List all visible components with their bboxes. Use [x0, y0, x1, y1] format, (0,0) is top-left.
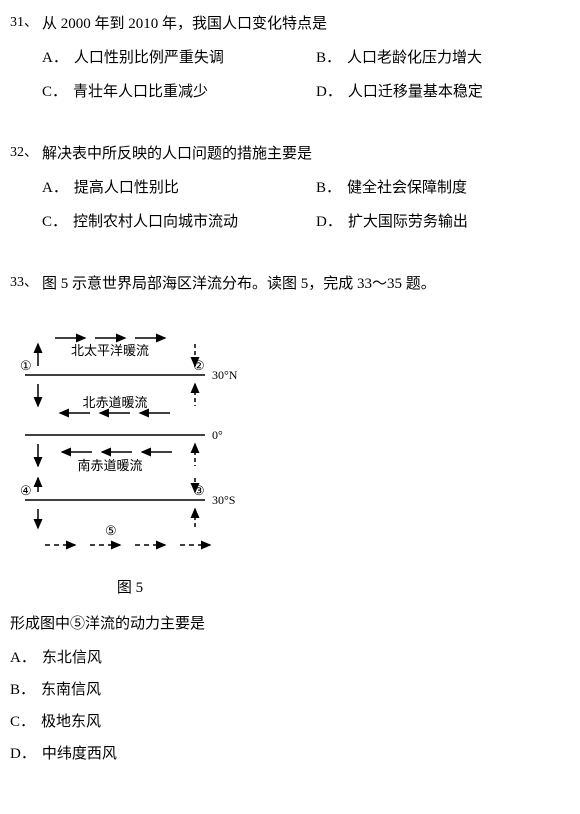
question-33: 33、 图 5 示意世界局部海区洋流分布。读图 5，完成 33～35 题。 北太… [10, 272, 580, 766]
option-text: 青壮年人口比重减少 [73, 80, 208, 104]
lat-0: 0° [212, 428, 223, 442]
option-c: C． 极地东风 [10, 710, 580, 734]
question-number: 33、 [10, 272, 38, 294]
option-b: B．健全社会保障制度 [316, 176, 580, 200]
option-letter: C． [42, 210, 67, 234]
option-c: C．控制农村人口向城市流动 [42, 210, 316, 234]
option-letter: D． [10, 746, 36, 762]
question-32: 32、 解决表中所反映的人口问题的措施主要是 A．提高人口性别比 B．健全社会保… [10, 142, 580, 244]
option-letter: A． [10, 650, 36, 666]
option-c: C．青壮年人口比重减少 [42, 80, 316, 104]
option-b: B．人口老龄化压力增大 [316, 46, 580, 70]
question-number: 32、 [10, 142, 38, 164]
question-stem: 从 2000 年到 2010 年，我国人口变化特点是 [42, 12, 580, 36]
option-letter: A． [42, 46, 68, 70]
question-number: 31、 [10, 12, 38, 34]
option-letter: B． [10, 682, 35, 698]
marker-3: ③ [193, 483, 205, 498]
options-list: A．提高人口性别比 B．健全社会保障制度 C．控制农村人口向城市流动 D．扩大国… [42, 176, 580, 244]
option-a: A． 东北信风 [10, 646, 580, 670]
question-stem: 解决表中所反映的人口问题的措施主要是 [42, 142, 580, 166]
marker-1: ① [20, 358, 32, 373]
options-list: A． 东北信风 B． 东南信风 C． 极地东风 D． 中纬度西风 [10, 646, 580, 766]
current-label-3: 南赤道暖流 [77, 458, 142, 473]
current-label-1: 北太平洋暖流 [71, 343, 149, 358]
marker-4: ④ [20, 483, 32, 498]
lat-30n: 30°N [212, 368, 238, 382]
option-a: A．提高人口性别比 [42, 176, 316, 200]
option-text: 扩大国际劳务输出 [348, 210, 468, 234]
option-a: A．人口性别比例严重失调 [42, 46, 316, 70]
option-letter: D． [316, 210, 342, 234]
option-d: D． 中纬度西风 [10, 742, 580, 766]
option-letter: B． [316, 176, 341, 200]
lat-30s: 30°S [212, 493, 235, 507]
option-d: D．人口迁移量基本稳定 [316, 80, 580, 104]
option-letter: C． [42, 80, 67, 104]
option-text: 人口性别比例严重失调 [74, 46, 224, 70]
option-letter: D． [316, 80, 342, 104]
question-stem: 形成图中⑤洋流的动力主要是 [10, 612, 580, 636]
option-letter: A． [42, 176, 68, 200]
question-31: 31、 从 2000 年到 2010 年，我国人口变化特点是 A．人口性别比例严… [10, 12, 580, 114]
option-text: 健全社会保障制度 [347, 176, 467, 200]
option-text: 控制农村人口向城市流动 [73, 210, 238, 234]
option-b: B． 东南信风 [10, 678, 580, 702]
option-text: 东南信风 [41, 682, 101, 698]
option-text: 极地东风 [41, 714, 101, 730]
current-label-2: 北赤道暖流 [82, 395, 147, 410]
option-text: 人口老龄化压力增大 [347, 46, 482, 70]
marker-5: ⑤ [105, 523, 117, 538]
ocean-current-diagram: 北太平洋暖流 ① ② 30°N 北赤道暖流 0° 南赤道暖流 ④ ③ 30°S … [10, 310, 270, 570]
option-text: 中纬度西风 [42, 746, 117, 762]
figure-caption: 图 5 [70, 576, 190, 600]
option-text: 提高人口性别比 [74, 176, 179, 200]
question-intro: 图 5 示意世界局部海区洋流分布。读图 5，完成 33～35 题。 [42, 272, 580, 296]
option-d: D．扩大国际劳务输出 [316, 210, 580, 234]
option-letter: C． [10, 714, 35, 730]
option-letter: B． [316, 46, 341, 70]
option-text: 人口迁移量基本稳定 [348, 80, 483, 104]
option-text: 东北信风 [42, 650, 102, 666]
options-list: A．人口性别比例严重失调 B．人口老龄化压力增大 C．青壮年人口比重减少 D．人… [42, 46, 580, 114]
